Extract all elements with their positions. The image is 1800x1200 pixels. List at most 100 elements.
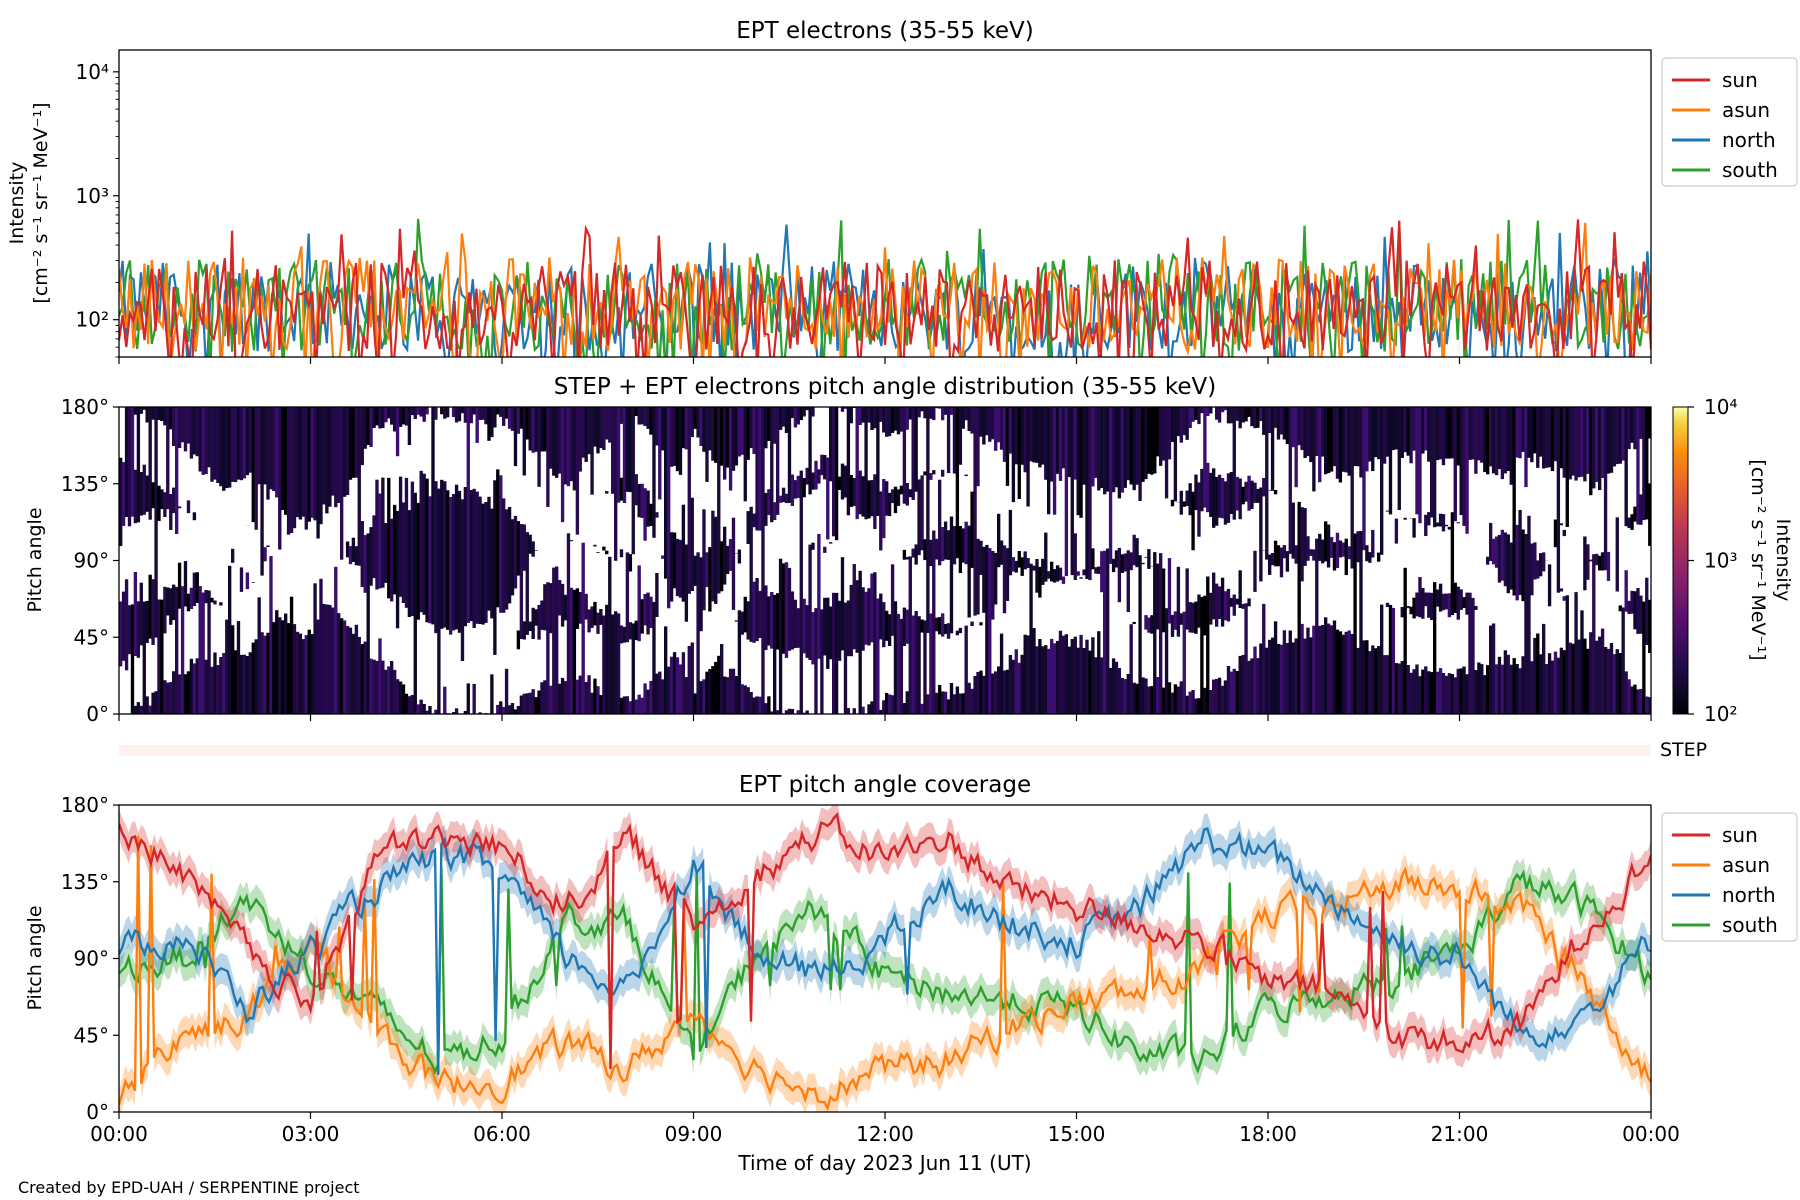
heatmap-cell [1235, 671, 1239, 714]
heatmap-cell [286, 407, 291, 535]
heatmap-cell [1374, 407, 1378, 458]
heatmap-cell [1359, 407, 1363, 478]
heatmap-cell [1630, 590, 1634, 614]
heatmap-cell [192, 407, 197, 455]
heatmap-cell [1509, 542, 1513, 590]
heatmap-cell [1262, 478, 1266, 497]
heatmap-cell [893, 407, 898, 431]
heatmap-cell [528, 692, 532, 714]
heatmap-cell [596, 612, 600, 634]
heatmap-cell [469, 490, 473, 622]
heatmap-cell [982, 407, 986, 445]
heatmap-cell [1589, 407, 1593, 496]
heatmap-cell [1153, 407, 1157, 474]
heatmap-cell [1279, 644, 1284, 714]
heatmap-cell [1167, 407, 1172, 460]
heatmap-cell [563, 681, 568, 714]
heatmap-cell [1256, 488, 1260, 503]
heatmap-cell [1497, 656, 1502, 714]
y-tick-label: 180° [61, 395, 109, 419]
heatmap-cell [1630, 686, 1634, 714]
heatmap-cell [177, 407, 182, 448]
heatmap-cell [1648, 697, 1651, 714]
footer-credit: Created by EPD-UAH / SERPENTINE project [18, 1178, 360, 1197]
heatmap-cell [926, 407, 930, 633]
heatmap-cell [522, 621, 526, 640]
heatmap-cell [534, 697, 538, 714]
heatmap-cell [460, 499, 465, 661]
heatmap-cell [1347, 630, 1351, 714]
heatmap-cell [773, 407, 777, 444]
heatmap-cell [935, 617, 939, 632]
heatmap-cell [1153, 552, 1157, 714]
heatmap-cell [454, 708, 459, 714]
heatmap-cell [640, 599, 644, 634]
heatmap-cell [787, 407, 792, 503]
heatmap-cell [914, 544, 918, 565]
heatmap-cell [1459, 589, 1463, 610]
heatmap-cell [310, 407, 314, 518]
heatmap-cell [590, 692, 594, 714]
heatmap-cell [714, 516, 718, 604]
heatmap-cell [490, 508, 494, 619]
heatmap-cell [935, 692, 939, 714]
heatmap-cell [955, 686, 960, 714]
heatmap-cell [605, 550, 609, 555]
heatmap-cell [823, 546, 827, 553]
panel4-title: EPT pitch angle coverage [739, 772, 1031, 798]
panel4-y-ticks: 0°45°90°135°180° [61, 793, 119, 1124]
heatmap-cell [304, 635, 308, 714]
heatmap-cell [133, 705, 138, 714]
heatmap-cell [1209, 472, 1213, 517]
heatmap-cell [1170, 692, 1175, 714]
heatmap-cell [1173, 684, 1178, 714]
heatmap-cell [313, 407, 317, 521]
heatmap-cell [354, 407, 359, 478]
heatmap-cell [758, 696, 762, 714]
heatmap-cell [484, 407, 488, 425]
heatmap-cell [829, 407, 833, 482]
heatmap-cell [575, 588, 580, 629]
heatmap-cell [720, 407, 724, 466]
heatmap-cell [207, 590, 211, 714]
heatmap-cell [1403, 407, 1407, 453]
heatmap-cell [398, 407, 403, 427]
heatmap-cell [1270, 407, 1275, 491]
heatmap-cell [363, 641, 367, 714]
heatmap-cell [419, 470, 423, 613]
heatmap-cell [395, 407, 400, 457]
heatmap-cell [366, 407, 370, 445]
heatmap-cell [1032, 407, 1036, 463]
heatmap-cell [1259, 407, 1263, 422]
heatmap-cell [490, 407, 494, 438]
heatmap-cell [375, 660, 379, 714]
heatmap-cell [245, 407, 250, 476]
heatmap-cell [634, 620, 638, 641]
heatmap-cell [616, 407, 621, 503]
heatmap-cell [1609, 407, 1614, 473]
heatmap-cell [1070, 639, 1074, 714]
heatmap-cell [1633, 591, 1637, 630]
heatmap-cell [463, 487, 468, 627]
heatmap-cell [1606, 551, 1611, 581]
heatmap-cell [1553, 407, 1558, 462]
heatmap-cell [908, 407, 912, 420]
heatmap-cell [1362, 640, 1366, 714]
heatmap-cell [1238, 407, 1242, 429]
heatmap-cell [1583, 536, 1587, 591]
heatmap-cell [475, 407, 479, 443]
heatmap-cell [292, 624, 297, 714]
heatmap-cell [463, 710, 468, 714]
heatmap-cell [145, 600, 149, 643]
heatmap-cell [578, 407, 582, 472]
heatmap-cell [189, 407, 194, 459]
heatmap-cell [478, 496, 482, 624]
heatmap-cell [1589, 632, 1593, 714]
heatmap-cell [1050, 561, 1054, 582]
heatmap-cell [923, 407, 927, 419]
heatmap-cell [186, 407, 191, 444]
heatmap-cell [1547, 564, 1552, 607]
heatmap-cell [1156, 677, 1160, 714]
heatmap-cell [1312, 549, 1316, 561]
heatmap-cell [1035, 559, 1039, 593]
